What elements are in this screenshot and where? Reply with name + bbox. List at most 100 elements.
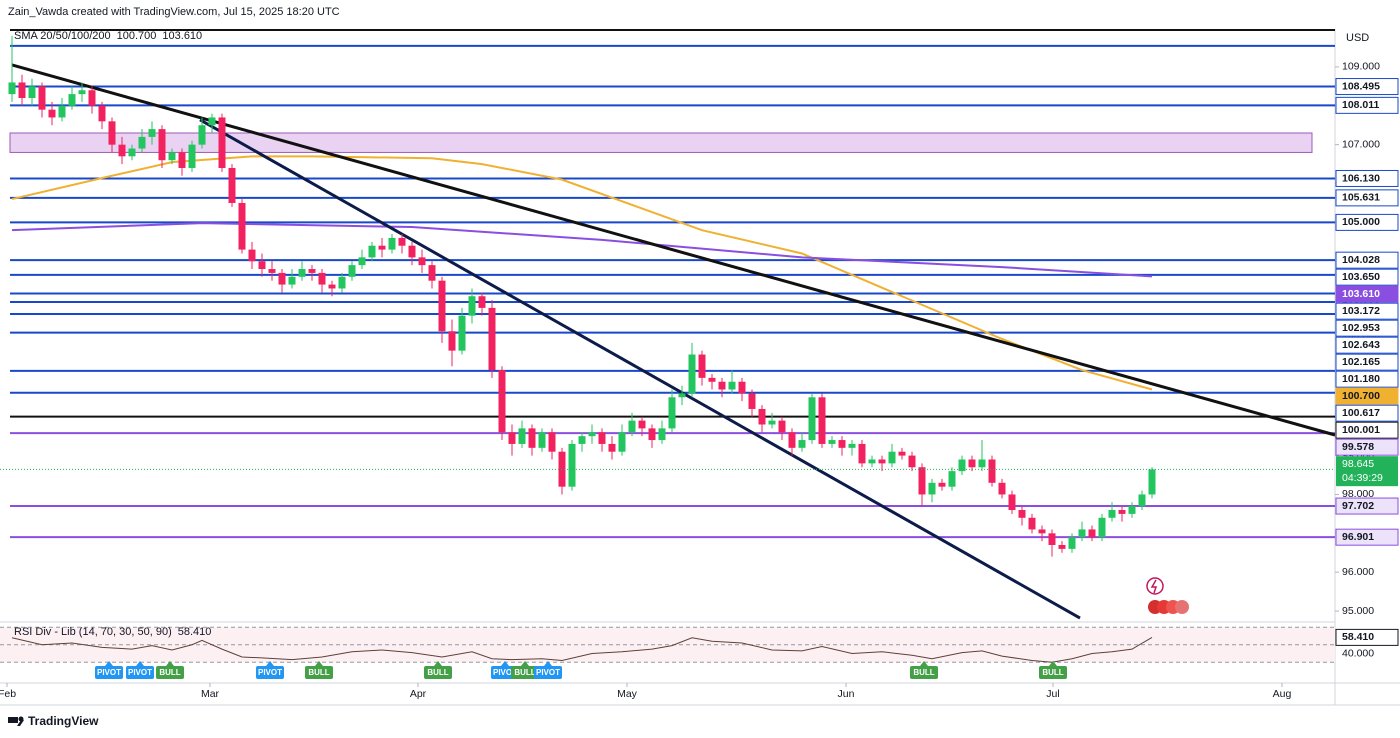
signal: PIVOT (95, 661, 123, 679)
signal: BULL (1039, 661, 1067, 679)
axis-label-box (1335, 370, 1399, 388)
candle-body (328, 284, 336, 289)
candle-body (958, 459, 966, 472)
axis-label: 100.001 (1342, 424, 1380, 436)
candle-body (738, 381, 746, 394)
candle-body (478, 296, 486, 308)
rsi-legend: RSI Div - Lib (14, 70, 30, 50, 90) (14, 626, 172, 638)
axis-label: 96.901 (1342, 531, 1374, 543)
candle-body (978, 459, 986, 468)
y-tick-label: 98.000 (1342, 488, 1374, 500)
axis-label-box (1335, 497, 1399, 515)
axis-label: 103.650 (1342, 271, 1380, 283)
signal-label: PIVOT (493, 668, 517, 677)
candle-body (808, 397, 816, 441)
axis-label: 108.011 (1342, 99, 1380, 111)
signal: BULL (305, 661, 333, 679)
candle-body (758, 408, 766, 425)
axis-label: 100.700 (1342, 390, 1380, 402)
candle-body (308, 269, 316, 273)
signal-pointer (1049, 661, 1057, 666)
axis-label-box (1335, 302, 1399, 320)
axis-label-box (1335, 189, 1399, 207)
signal-pointer (266, 661, 274, 666)
signal-box (424, 666, 452, 679)
axis-label-box (1335, 78, 1399, 96)
candle-body (1088, 529, 1096, 538)
candle-body (1048, 533, 1056, 545)
candle-body (138, 136, 146, 149)
candle-body (698, 354, 706, 378)
trendline (199, 118, 1081, 620)
candle-body (218, 117, 226, 168)
axis-label-box (1335, 438, 1399, 456)
candle-body (348, 265, 356, 277)
candle-body (338, 276, 346, 289)
candle-body (238, 202, 246, 250)
signal-label: PIVOT (258, 668, 282, 677)
axis-label-box (1335, 421, 1399, 439)
axis-label-box (1335, 336, 1399, 354)
axis-label: 105.000 (1342, 216, 1380, 228)
candle-body (1068, 537, 1076, 549)
price-label: 98.645 (1342, 458, 1374, 470)
candle-body (1118, 510, 1126, 514)
price-axis: 95.00096.00097.00098.00099.000100.000101… (1335, 61, 1399, 659)
candle-body (58, 105, 66, 118)
signal-pointer (920, 661, 928, 666)
candle-body (538, 432, 546, 448)
signal-label: BULL (159, 668, 180, 677)
candle-body (278, 272, 286, 285)
currency: USD (1346, 32, 1369, 44)
candle-body (548, 432, 556, 452)
candle-body (788, 432, 796, 448)
candle-body (388, 237, 396, 250)
price-label-box (1336, 456, 1398, 487)
signal-pointer (544, 661, 552, 666)
candle-body (1018, 510, 1026, 518)
candle-body (198, 125, 206, 145)
rsi-label-box (1335, 628, 1399, 646)
candle-body (268, 269, 276, 273)
sma-legend: SMA 20/50/100/200 (14, 30, 111, 42)
y-tick-label: 107.000 (1342, 138, 1380, 150)
signal-label: PIVOT (97, 668, 121, 677)
candle-body (288, 276, 296, 285)
candle-body (778, 420, 786, 433)
signal: PIVOT (126, 661, 154, 679)
candle-body (938, 482, 946, 487)
candle-body (728, 381, 736, 390)
x-tick-label: Feb (0, 688, 16, 700)
candle-body (838, 440, 846, 448)
candle-body (818, 397, 826, 444)
signal-box (534, 666, 562, 679)
signal: BULL (910, 661, 938, 679)
candle-body (908, 455, 916, 468)
trendline (11, 63, 1335, 437)
axis-label-box (1335, 96, 1399, 114)
candle-body (1128, 506, 1136, 514)
sma-legend-value: 100.700 (117, 30, 157, 42)
candle-body (638, 420, 646, 429)
signal-label: PIVOT (128, 668, 152, 677)
y-tick-label: 109.000 (1342, 61, 1380, 73)
candle-body (118, 144, 126, 157)
signal-pointer (136, 661, 144, 666)
candle-body (168, 152, 176, 161)
candle-body (688, 354, 696, 394)
axis-label: 100.617 (1342, 407, 1380, 419)
candle-body (188, 144, 196, 168)
candle-body (768, 420, 776, 425)
x-tick-label: Jun (838, 688, 855, 700)
candle-body (458, 315, 466, 351)
axis-label: 108.495 (1342, 80, 1380, 92)
signal-pointer (434, 661, 442, 666)
candle-body (428, 265, 436, 281)
candle-body (528, 428, 536, 448)
candle-body (878, 459, 886, 464)
signal-pointer (166, 661, 174, 666)
signal-pointer (521, 661, 529, 666)
candle-body (868, 459, 876, 464)
candle-body (1008, 494, 1016, 511)
candle-body (378, 245, 386, 250)
